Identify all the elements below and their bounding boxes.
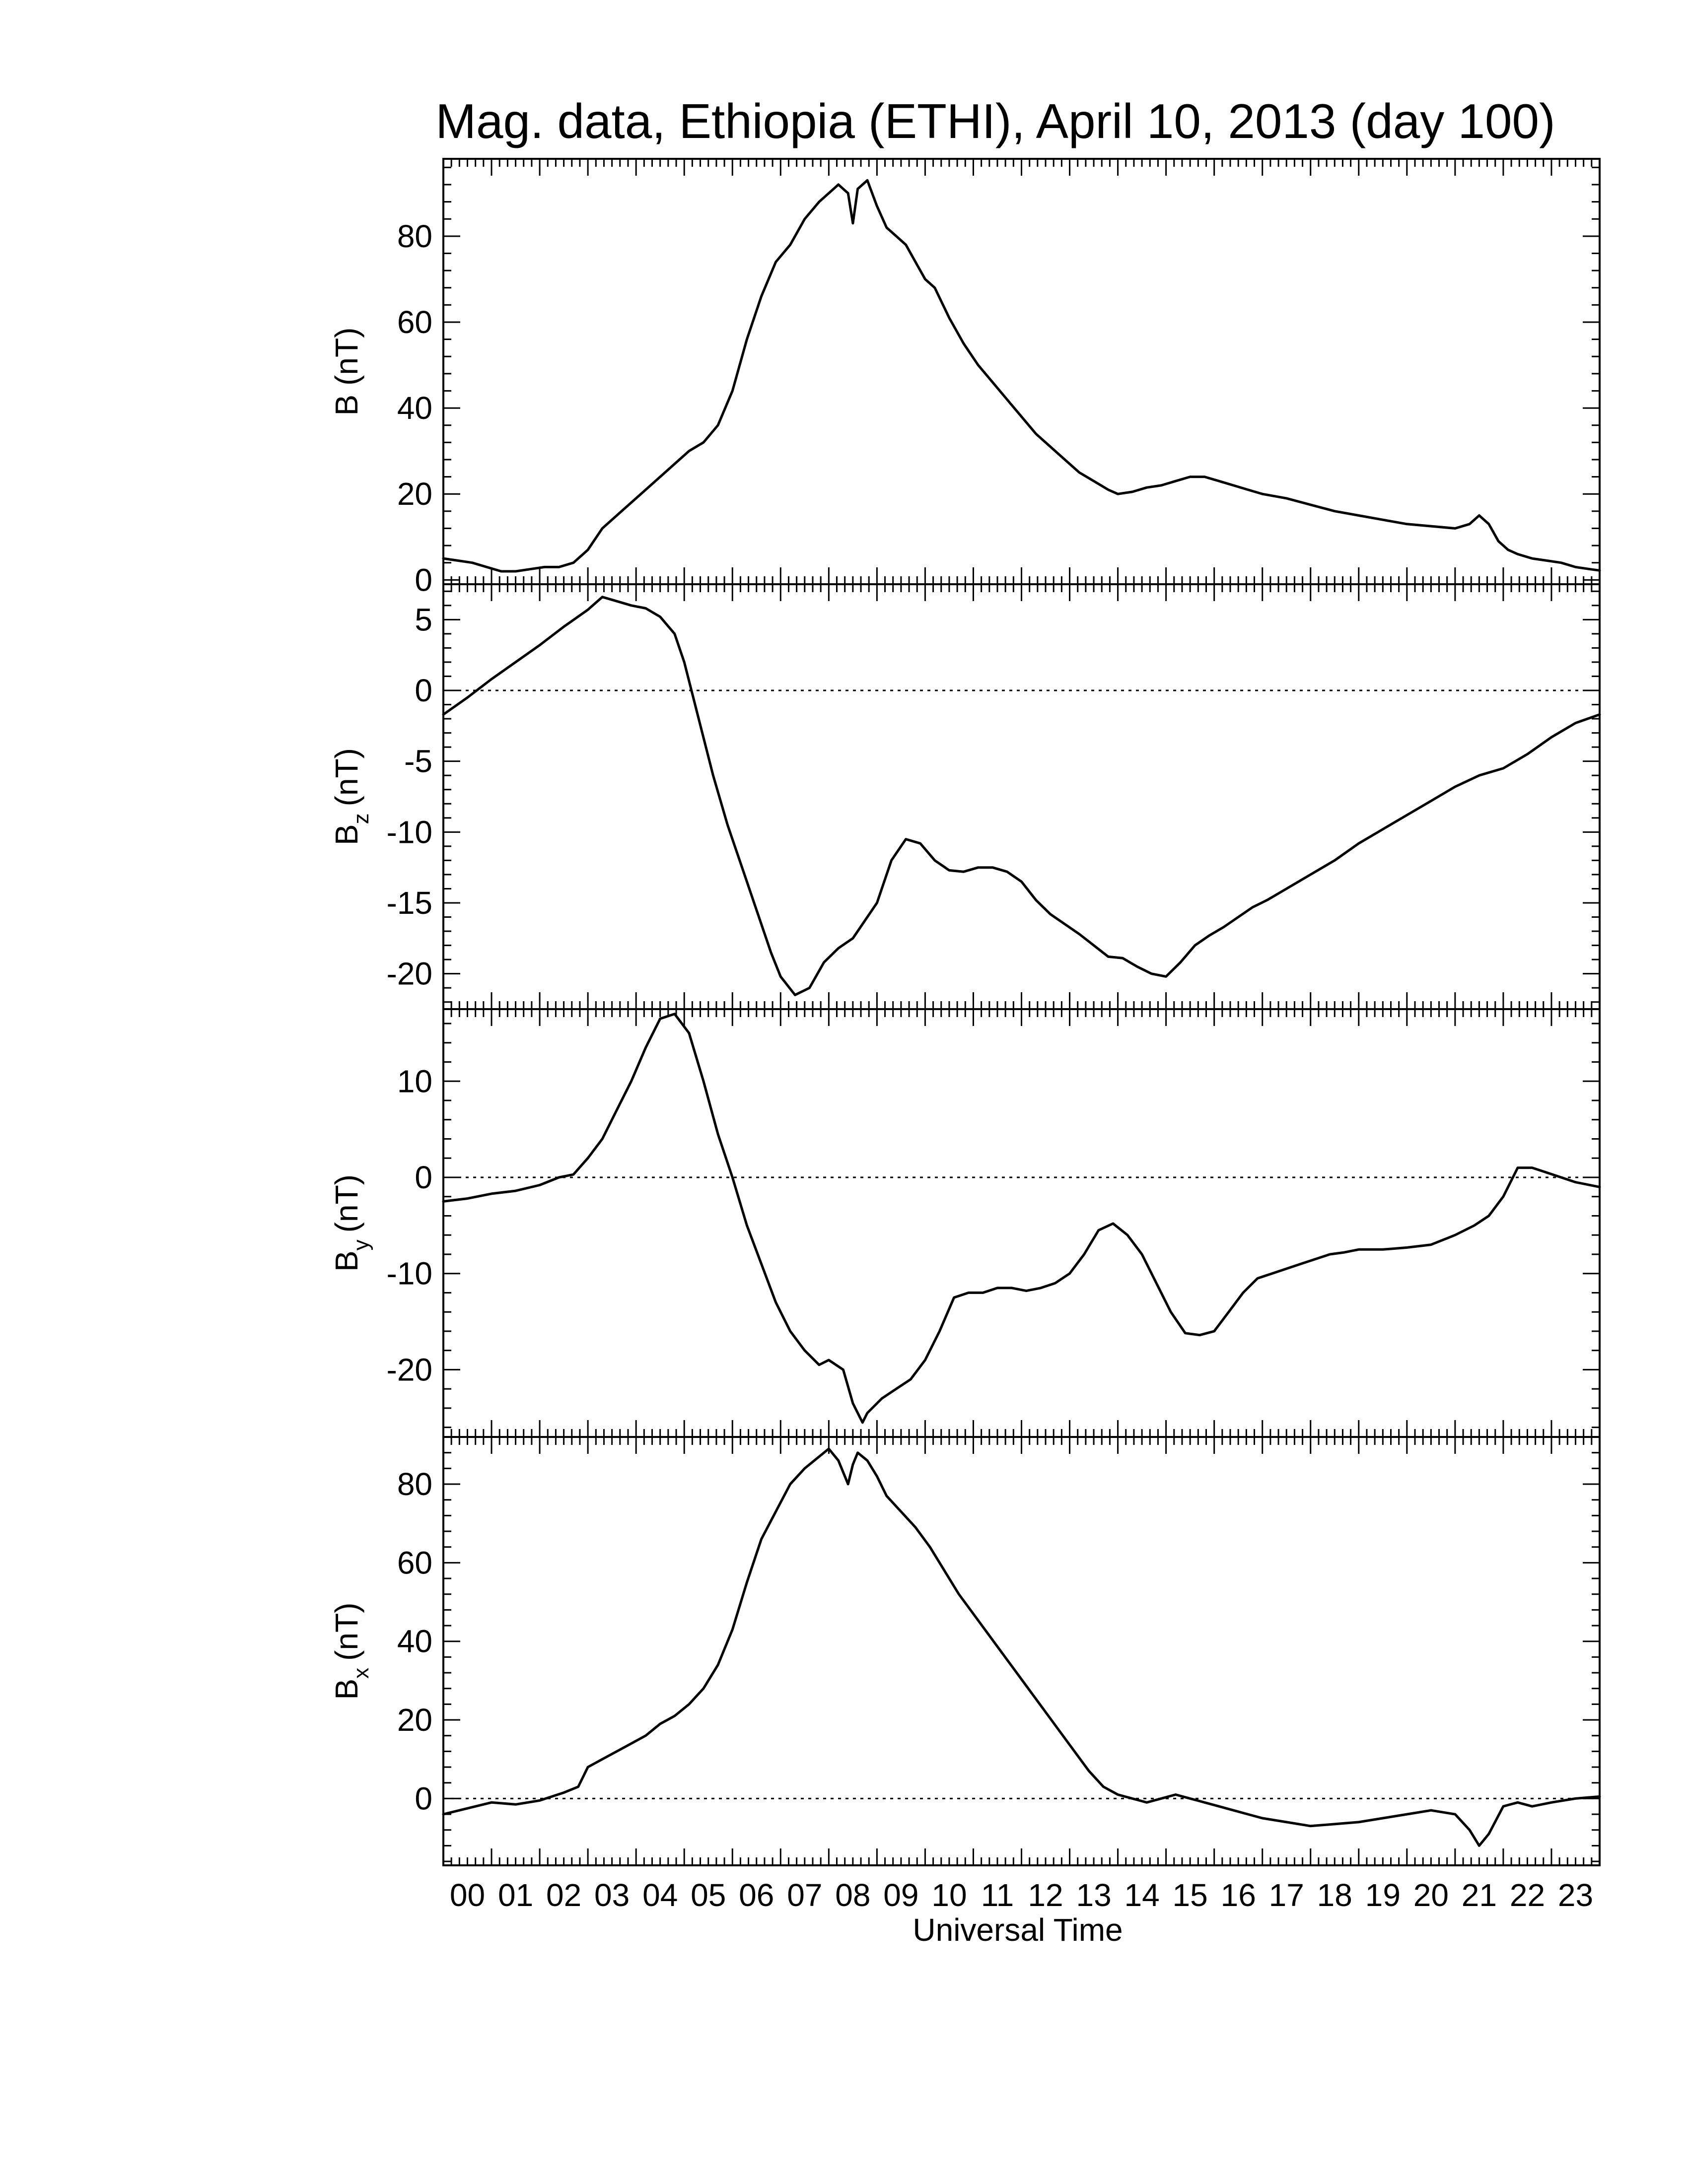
y-axis-title: Bz (nT) bbox=[329, 748, 373, 845]
x-tick-label: 00 bbox=[450, 1877, 485, 1913]
x-tick-label: 12 bbox=[1028, 1877, 1063, 1913]
panel-frame bbox=[442, 158, 1601, 585]
panel-frame bbox=[442, 1008, 1601, 1438]
y-tick-label: 0 bbox=[415, 1160, 432, 1195]
x-tick-label: 11 bbox=[981, 1877, 1014, 1913]
x-tick-label: 03 bbox=[594, 1877, 630, 1913]
x-tick-label: 10 bbox=[931, 1877, 967, 1913]
x-tick-label: 22 bbox=[1510, 1877, 1545, 1913]
panel-4: 0 20 40 60 80 Bx (nT) bbox=[329, 1436, 1601, 1866]
y-tick-label: 60 bbox=[397, 304, 432, 340]
y-tick-label: -10 bbox=[387, 814, 433, 850]
y-tick-label: -20 bbox=[387, 1352, 433, 1387]
y-tick-label: 20 bbox=[397, 476, 432, 512]
y-tick-label: 40 bbox=[397, 390, 432, 426]
y-axis-title: B (nT) bbox=[329, 328, 364, 416]
y-axis-title: Bx (nT) bbox=[329, 1603, 373, 1700]
y-tick-label: 0 bbox=[415, 562, 432, 598]
x-tick-label: 04 bbox=[642, 1877, 678, 1913]
x-tick-label: 14 bbox=[1125, 1877, 1160, 1913]
panel-frame bbox=[442, 583, 1601, 1010]
y-axis-title-unit: (nT) bbox=[329, 1603, 364, 1661]
y-axis-title-base: B bbox=[329, 395, 364, 416]
x-tick-label: 06 bbox=[739, 1877, 774, 1913]
series-line-b bbox=[442, 179, 1601, 573]
y-tick-label: 80 bbox=[397, 1466, 432, 1502]
y-axis-title-subscript: x bbox=[349, 1668, 373, 1679]
x-tick-label: 13 bbox=[1076, 1877, 1111, 1913]
x-tick-label: 09 bbox=[883, 1877, 918, 1913]
y-tick-label: -5 bbox=[404, 744, 432, 779]
x-tick-label: 17 bbox=[1269, 1877, 1304, 1913]
y-tick-label: 80 bbox=[397, 218, 432, 254]
x-tick-label: 21 bbox=[1462, 1877, 1497, 1913]
y-tick-label: -10 bbox=[387, 1256, 433, 1292]
y-tick-label: 60 bbox=[397, 1545, 432, 1580]
y-axis-title-base: B bbox=[329, 1250, 364, 1272]
y-tick-label: 40 bbox=[397, 1624, 432, 1659]
y-axis-title-unit: (nT) bbox=[329, 328, 364, 386]
y-tick-label: 5 bbox=[415, 602, 432, 637]
x-tick-label: 15 bbox=[1173, 1877, 1208, 1913]
x-tick-label: 02 bbox=[546, 1877, 581, 1913]
y-axis-title: By (nT) bbox=[329, 1174, 373, 1272]
y-tick-label: 0 bbox=[415, 673, 432, 708]
x-tick-label: 01 bbox=[498, 1877, 533, 1913]
x-tick-label: 19 bbox=[1365, 1877, 1401, 1913]
x-axis: 00 01 02 03 04 05 06 07 08 09 10 11 12 13 14 15 16 17 18 19… bbox=[450, 1877, 1593, 1913]
y-axis-title-base: B bbox=[329, 1679, 364, 1700]
x-tick-label: 18 bbox=[1317, 1877, 1352, 1913]
series-line-by bbox=[442, 1013, 1601, 1424]
panel-1: 0 20 40 60 80 B (nT) bbox=[329, 158, 1601, 598]
y-tick-label: -15 bbox=[387, 885, 433, 921]
y-axis-title-subscript: y bbox=[349, 1239, 373, 1250]
y-axis-title-unit: (nT) bbox=[329, 748, 364, 806]
y-axis-title-unit: (nT) bbox=[329, 1174, 364, 1232]
panel-3: -20 -10 0 10 By (nT) bbox=[329, 1008, 1601, 1438]
x-tick-label: 05 bbox=[691, 1877, 726, 1913]
x-tick-label: 08 bbox=[835, 1877, 870, 1913]
panel-2: -20 -15 -10 -5 0 5 Bz (nT) bbox=[329, 583, 1601, 1010]
x-axis-title: Universal Time bbox=[913, 1912, 1123, 1948]
y-axis-title-subscript: z bbox=[349, 813, 373, 824]
y-axis-title-base: B bbox=[329, 824, 364, 845]
chart-title: Mag. data, Ethiopia (ETHI), April 10, 20… bbox=[435, 94, 1555, 148]
y-tick-label: 0 bbox=[415, 1780, 432, 1816]
x-tick-label: 16 bbox=[1221, 1877, 1256, 1913]
x-tick-label: 20 bbox=[1413, 1877, 1449, 1913]
panels-group: 0 20 40 60 80 B (nT) -20 -15 -10 -5 0 5 Bz (nT) -20 -10 0… bbox=[329, 158, 1601, 1866]
y-tick-label: -20 bbox=[387, 956, 433, 992]
x-tick-label: 23 bbox=[1558, 1877, 1593, 1913]
y-tick-label: 10 bbox=[397, 1063, 432, 1099]
series-line-bx bbox=[442, 1447, 1601, 1847]
y-tick-label: 20 bbox=[397, 1702, 432, 1738]
x-tick-label: 07 bbox=[787, 1877, 822, 1913]
series-line-bz bbox=[442, 596, 1601, 996]
panel-frame bbox=[442, 1436, 1601, 1866]
